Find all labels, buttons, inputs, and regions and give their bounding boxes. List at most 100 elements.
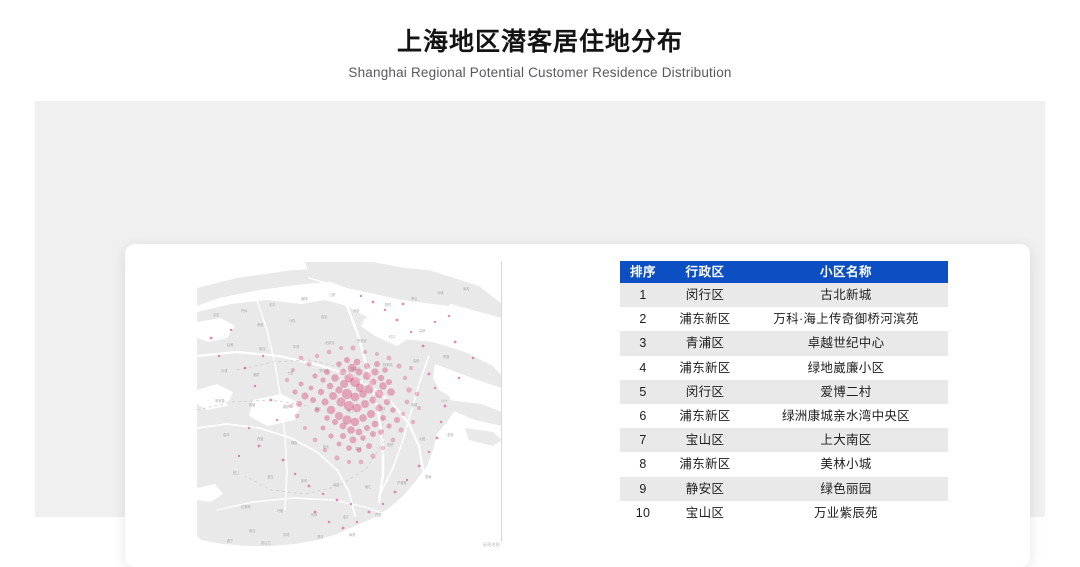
svg-text:南汇: 南汇: [365, 484, 372, 489]
section-divider: [501, 261, 502, 542]
svg-text:金山卫: 金山卫: [261, 540, 271, 545]
cell-community: 上大南区: [744, 428, 948, 453]
cell-district: 宝山区: [666, 428, 744, 453]
table-row[interactable]: 10 宝山区 万业紫辰苑: [620, 500, 948, 526]
table-head: 排序 行政区 小区名称: [620, 261, 948, 283]
svg-text:金桥: 金桥: [413, 358, 420, 363]
svg-text:真如: 真如: [321, 314, 327, 319]
table-row[interactable]: 2 浦东新区 万科·海上传奇御桥河滨苑: [620, 307, 948, 332]
table-row[interactable]: 4 浦东新区 绿地崴廉小区: [620, 355, 948, 380]
cell-rank: 2: [620, 307, 666, 332]
cell-rank: 10: [620, 500, 666, 526]
table-row[interactable]: 7 宝山区 上大南区: [620, 428, 948, 453]
page-title: 上海地区潜客居住地分布: [396, 28, 683, 56]
svg-text:祝桥: 祝桥: [387, 442, 394, 447]
column-header-rank[interactable]: 排序: [620, 261, 666, 283]
cell-district: 浦东新区: [666, 355, 744, 380]
svg-text:唐镇: 唐镇: [411, 402, 418, 407]
svg-text:大团: 大团: [419, 436, 425, 441]
svg-text:黄渡: 黄渡: [257, 322, 264, 327]
svg-text:三林: 三林: [379, 406, 386, 411]
svg-text:奉城: 奉城: [333, 482, 340, 487]
cell-community: 美林小城: [744, 452, 948, 477]
svg-text:枫泾: 枫泾: [249, 528, 256, 533]
svg-text:顾村: 顾村: [385, 302, 392, 307]
svg-text:漕河泾: 漕河泾: [319, 368, 329, 373]
svg-text:亭林: 亭林: [283, 532, 290, 537]
cell-district: 浦东新区: [666, 452, 744, 477]
svg-text:廊下: 廊下: [227, 538, 234, 543]
cell-rank: 5: [620, 379, 666, 405]
ranking-table: 排序 行政区 小区名称 1 闵行区 古北新城 2 浦东新区 万科·海上传奇御桥河…: [620, 261, 948, 526]
svg-text:颛桥: 颛桥: [283, 404, 290, 409]
svg-text:奉贤: 奉贤: [349, 532, 356, 537]
table-row[interactable]: 1 闵行区 古北新城: [620, 283, 948, 308]
svg-text:浦江: 浦江: [347, 408, 354, 413]
svg-text:金汇: 金汇: [343, 514, 350, 519]
svg-text:柘林: 柘林: [311, 512, 318, 517]
cell-district: 浦东新区: [666, 404, 744, 429]
svg-text:大场: 大场: [353, 308, 359, 313]
svg-text:嘉定: 嘉定: [213, 312, 220, 317]
svg-text:金泽: 金泽: [223, 432, 230, 437]
cell-rank: 4: [620, 355, 666, 380]
map-attribution: 高德地图: [482, 542, 500, 547]
svg-text:陆家嘴: 陆家嘴: [383, 362, 393, 367]
svg-text:华漕: 华漕: [293, 344, 300, 349]
svg-text:西渡: 西渡: [257, 436, 264, 441]
svg-text:练塘: 练塘: [249, 402, 256, 407]
table-row[interactable]: 8 浦东新区 美林小城: [620, 452, 948, 477]
table-row[interactable]: 6 浦东新区 绿洲康城亲水湾中央区: [620, 404, 948, 429]
table-row[interactable]: 5 闵行区 爱博二村: [620, 379, 948, 405]
cell-community: 绿洲康城亲水湾中央区: [744, 404, 948, 429]
svg-text:吴淞: 吴淞: [463, 286, 470, 291]
svg-text:曹家渡: 曹家渡: [357, 338, 367, 343]
table-row[interactable]: 3 青浦区 卓越世纪中心: [620, 331, 948, 356]
cell-district: 闵行区: [666, 283, 744, 308]
cell-rank: 1: [620, 283, 666, 308]
dashboard-card: 嘉定 外冈 安亭 南翔 江桥 黄渡 马陆 真如 大场 顾村 罗店 月浦 吴淞 赵巷 徐泾 华漕 …: [125, 244, 1030, 567]
cell-community: 爱博二村: [744, 379, 948, 405]
page-header: 上海地区潜客居住地分布 Shanghai Regional Potential …: [0, 0, 1080, 101]
svg-text:四团: 四团: [375, 513, 381, 517]
cell-community: 卓越世纪中心: [744, 331, 948, 356]
svg-text:虹口: 虹口: [389, 334, 395, 339]
cell-rank: 8: [620, 452, 666, 477]
svg-text:外冈: 外冈: [241, 308, 247, 313]
svg-text:漕泾: 漕泾: [317, 534, 324, 539]
svg-text:新桥: 新桥: [301, 478, 308, 483]
svg-text:叶榭: 叶榭: [277, 508, 284, 513]
table-row[interactable]: 9 静安区 绿色丽园: [620, 476, 948, 501]
cell-community: 绿色丽园: [744, 476, 948, 501]
shanghai-map[interactable]: 嘉定 外冈 安亭 南翔 江桥 黄渡 马陆 真如 大场 顾村 罗店 月浦 吴淞 赵巷 徐泾 华漕 …: [197, 260, 502, 550]
cell-rank: 7: [620, 428, 666, 453]
svg-text:徐泾: 徐泾: [259, 346, 266, 351]
svg-text:朱家角: 朱家角: [215, 398, 225, 403]
cell-rank: 9: [620, 476, 666, 501]
svg-text:莘庄: 莘庄: [315, 406, 322, 411]
svg-text:罗店: 罗店: [411, 296, 417, 301]
cell-community: 古北新城: [744, 283, 948, 308]
svg-text:高桥: 高桥: [419, 328, 426, 333]
svg-text:泗泾: 泗泾: [267, 474, 274, 479]
cell-district: 静安区: [666, 476, 744, 501]
svg-text:诸翟: 诸翟: [253, 372, 259, 377]
svg-text:老港: 老港: [447, 432, 454, 437]
svg-text:北新泾: 北新泾: [325, 340, 335, 345]
svg-text:月浦: 月浦: [437, 290, 444, 295]
svg-text:川沙: 川沙: [441, 399, 448, 403]
content-panel: 嘉定 外冈 安亭 南翔 江桥 黄渡 马陆 真如 大场 顾村 罗店 月浦 吴淞 赵巷 徐泾 华漕 …: [35, 101, 1045, 567]
svg-text:周浦: 周浦: [355, 446, 362, 451]
svg-text:航头: 航头: [323, 444, 330, 449]
cell-district: 闵行区: [666, 379, 744, 405]
svg-text:青浦: 青浦: [221, 368, 228, 373]
svg-text:安亭: 安亭: [269, 302, 275, 307]
cell-district: 浦东新区: [666, 307, 744, 332]
page-subtitle: Shanghai Regional Potential Customer Res…: [348, 65, 732, 80]
table-body: 1 闵行区 古北新城 2 浦东新区 万科·海上传奇御桥河滨苑 3 青浦区 卓越世…: [620, 283, 948, 526]
cell-district: 宝山区: [666, 500, 744, 526]
column-header-district[interactable]: 行政区: [666, 261, 744, 283]
svg-text:马陆: 马陆: [289, 318, 296, 323]
column-header-community[interactable]: 小区名称: [744, 261, 948, 283]
